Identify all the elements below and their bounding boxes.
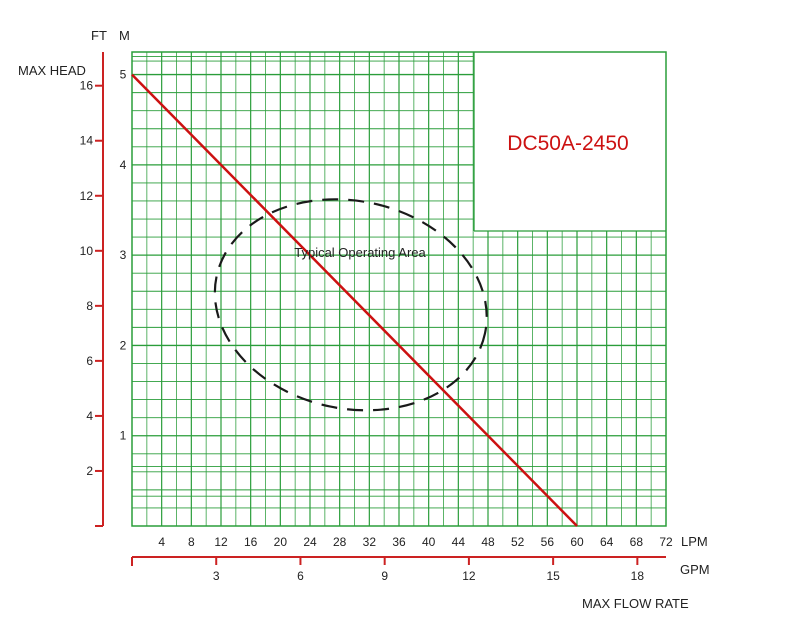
lpm-tick-label: 4	[158, 535, 165, 549]
lpm-tick-label: 20	[274, 535, 288, 549]
m-tick-label: 3	[120, 248, 127, 262]
m-tick-label: 4	[120, 158, 127, 172]
lpm-axis-layer: 4 8 12 16 20 24 28 32 36 40 44 48 52 56 60 64 68 72	[158, 535, 673, 549]
lpm-tick-label: 28	[333, 535, 347, 549]
lpm-tick-label: 56	[541, 535, 555, 549]
x-axis-title: MAX FLOW RATE	[582, 596, 689, 611]
lpm-tick-label: 64	[600, 535, 614, 549]
chart-title: DC50A-2450	[507, 132, 628, 155]
lpm-tick-label: 60	[570, 535, 584, 549]
m-axis-layer: 1 2 3 4 5	[120, 68, 127, 443]
lpm-tick-label: 48	[481, 535, 495, 549]
gpm-tick-label: 18	[631, 569, 645, 583]
gpm-axis-layer: 3 6 9 12 15 18	[131, 556, 666, 583]
lpm-tick-label: 32	[363, 535, 377, 549]
lpm-tick-label: 12	[214, 535, 228, 549]
lpm-tick-label: 24	[303, 535, 317, 549]
ft-tick-label: 2	[86, 464, 93, 478]
gpm-tick-label: 6	[297, 569, 304, 583]
ft-tick-label: 8	[86, 299, 93, 313]
lpm-tick-label: 68	[630, 535, 644, 549]
operating-area-layer	[213, 198, 488, 412]
plot-frame-layer	[131, 51, 667, 527]
plot-frame	[131, 51, 667, 527]
gpm-tick-label: 3	[213, 569, 220, 583]
grid-layer	[132, 52, 666, 526]
m-tick-label: 1	[120, 429, 127, 443]
operating-area-ellipse	[213, 198, 488, 412]
gpm-tick-label: 15	[546, 569, 560, 583]
m-tick-label: 2	[120, 338, 127, 352]
performance-curve	[131, 73, 578, 527]
lpm-tick-label: 16	[244, 535, 258, 549]
operating-area-label: Typical Operating Area	[294, 245, 426, 260]
lpm-unit-label: LPM	[681, 534, 708, 549]
lpm-tick-label: 52	[511, 535, 525, 549]
lpm-tick-label: 44	[452, 535, 466, 549]
lpm-tick-label: 72	[659, 535, 673, 549]
lpm-tick-label: 8	[188, 535, 195, 549]
ft-tick-label: 16	[80, 79, 94, 93]
ft-axis-layer: 2 4 6 8 10 12 14 16	[80, 52, 104, 527]
m-unit-label: M	[119, 28, 130, 43]
lpm-tick-label: 40	[422, 535, 436, 549]
ft-tick-label: 10	[80, 244, 94, 258]
ft-tick-label: 4	[86, 409, 93, 423]
ft-tick-label: 14	[80, 134, 94, 148]
m-tick-label: 5	[120, 68, 127, 82]
y-axis-title: MAX HEAD	[18, 63, 86, 78]
lpm-tick-label: 36	[392, 535, 406, 549]
ft-tick-label: 12	[80, 189, 94, 203]
gpm-tick-label: 12	[462, 569, 476, 583]
gpm-unit-label: GPM	[680, 562, 710, 577]
gpm-tick-label: 9	[381, 569, 388, 583]
ft-unit-label: FT	[91, 28, 107, 43]
ft-tick-label: 6	[86, 354, 93, 368]
series-layer	[131, 73, 578, 527]
